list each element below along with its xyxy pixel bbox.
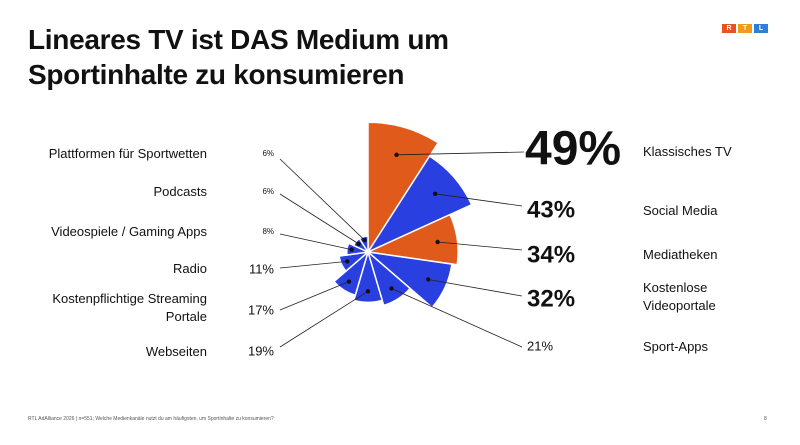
leader-dot-9 xyxy=(356,241,361,247)
leader-dot-3 xyxy=(426,277,431,282)
page-title: Lineares TV ist DAS Medium um Sportinhal… xyxy=(28,22,588,92)
leader-dot-6 xyxy=(346,279,352,284)
leader-line-4 xyxy=(391,288,523,348)
value-label-7: 11% xyxy=(249,261,274,276)
leader-line-8 xyxy=(279,233,352,250)
category-label-line: Videoportale xyxy=(643,298,716,313)
slice-2 xyxy=(365,213,459,266)
category-label-line: Social Media xyxy=(643,203,718,218)
page-number: 8 xyxy=(764,416,767,422)
leader-dot-10 xyxy=(362,237,367,243)
leader-dot-1 xyxy=(433,191,438,196)
category-label-line: Kostenpflichtige Streaming xyxy=(52,291,207,306)
value-label-4: 21% xyxy=(527,338,553,353)
leader-line-9 xyxy=(279,193,359,245)
value-label-9: 6% xyxy=(262,187,274,196)
leader-line-7 xyxy=(279,261,348,269)
value-label-8: 8% xyxy=(262,227,274,236)
title-line-1: Lineares TV ist DAS Medium um xyxy=(28,24,449,55)
category-label-7: Radio xyxy=(173,261,207,276)
category-label-3: Kostenlose Videoportale xyxy=(643,280,716,313)
leader-line-2 xyxy=(437,241,523,251)
leader-dot-5 xyxy=(365,289,371,294)
category-label-4: Sport-Apps xyxy=(643,339,709,354)
leader-dot-0 xyxy=(394,152,399,157)
slice-3 xyxy=(365,250,453,309)
category-label-1: Social Media xyxy=(643,203,718,218)
category-label-line: Portale xyxy=(166,309,207,324)
leader-dot-7 xyxy=(345,259,350,264)
category-label-9: Podcasts xyxy=(154,184,208,199)
logo-letter-r: R xyxy=(722,24,736,33)
category-label-line: Klassisches TV xyxy=(643,144,732,159)
value-label-2: 34% xyxy=(527,241,575,268)
value-label-10: 6% xyxy=(262,149,274,158)
footer-source-note: RTL AdAlliance 2026 | n=551; Welche Medi… xyxy=(28,416,274,422)
category-label-0: Klassisches TV xyxy=(643,144,732,159)
category-label-8: Videospiele / Gaming Apps xyxy=(51,224,207,239)
leader-line-10 xyxy=(279,158,365,241)
value-label-1: 43% xyxy=(527,196,575,223)
leader-line-6 xyxy=(279,281,350,311)
category-label-line: Podcasts xyxy=(154,184,208,199)
value-label-3: 32% xyxy=(527,285,575,312)
category-label-5: Webseiten xyxy=(146,344,207,359)
value-label-0: 49% xyxy=(525,123,621,176)
value-label-6: 17% xyxy=(248,302,274,317)
category-label-line: Webseiten xyxy=(146,344,207,359)
category-label-line: Plattformen für Sportwetten xyxy=(49,146,207,161)
leader-line-5 xyxy=(279,290,369,348)
category-label-6: Kostenpflichtige Streaming Portale xyxy=(52,291,207,324)
category-label-line: Videospiele / Gaming Apps xyxy=(51,224,207,239)
slice-1 xyxy=(365,155,473,254)
logo-letter-t: T xyxy=(738,24,752,33)
slice-7 xyxy=(338,250,371,273)
category-label-line: Kostenlose xyxy=(643,280,707,295)
leader-line-0 xyxy=(396,151,525,156)
leader-dot-2 xyxy=(435,239,440,245)
logo-letter-l: L xyxy=(754,24,768,33)
rtl-logo: R T L xyxy=(722,24,768,33)
leader-dot-8 xyxy=(349,247,354,252)
category-label-line: Sport-Apps xyxy=(643,339,709,354)
title-line-2: Sportinhalte zu konsumieren xyxy=(28,59,405,90)
leader-line-3 xyxy=(428,279,523,297)
category-label-10: Plattformen für Sportwetten xyxy=(49,146,207,161)
category-label-line: Mediatheken xyxy=(643,247,717,262)
value-label-5: 19% xyxy=(248,343,274,358)
category-label-2: Mediatheken xyxy=(643,247,717,262)
category-label-line: Radio xyxy=(173,261,207,276)
leader-line-1 xyxy=(435,193,523,207)
leader-dot-4 xyxy=(389,286,394,291)
